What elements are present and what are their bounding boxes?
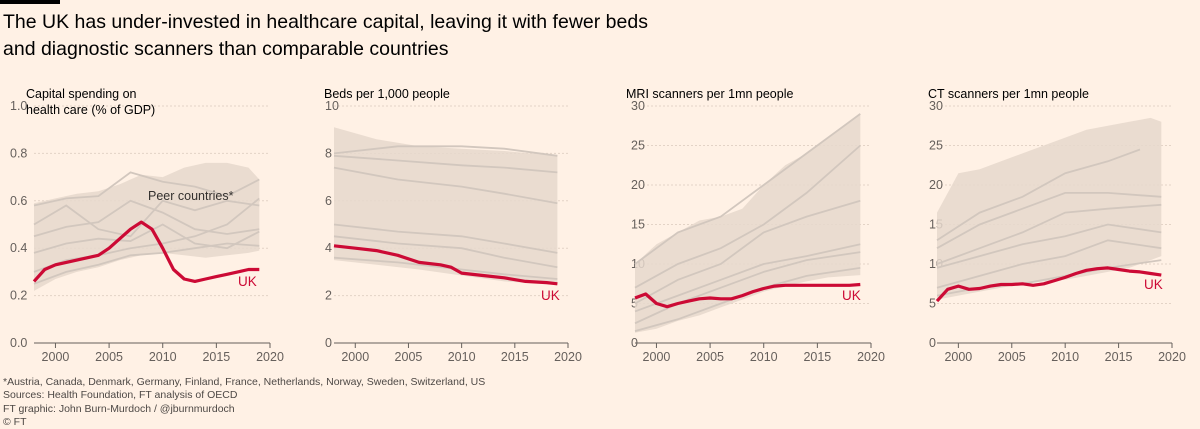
- credit: FT graphic: John Burn-Murdoch / @jburnmu…: [3, 402, 235, 415]
- panel-title: CT scanners per 1mn people: [928, 87, 1089, 101]
- y-tick-label: 0.4: [10, 241, 27, 255]
- x-tick-label: 2015: [1105, 350, 1133, 364]
- peer-country-line: [936, 203, 1162, 265]
- y-tick-label: 0: [929, 336, 936, 350]
- peer-country-line: [33, 242, 260, 285]
- y-tick-label: 0: [631, 336, 638, 350]
- panel-title: Beds per 1,000 people: [324, 87, 450, 101]
- y-tick-label: 15: [631, 218, 645, 232]
- peer-country-line: [33, 223, 260, 254]
- x-tick-label: 2000: [643, 350, 671, 364]
- x-tick-label: 2020: [256, 350, 284, 364]
- y-tick-label: 25: [929, 139, 943, 153]
- x-tick-label: 2005: [696, 350, 724, 364]
- peer-country-line: [333, 256, 558, 280]
- x-tick-label: 2020: [554, 350, 582, 364]
- headline: The UK has under-invested in healthcare …: [3, 9, 903, 63]
- panel-title: MRI scanners per 1mn people: [626, 87, 793, 101]
- x-tick-label: 2010: [149, 350, 177, 364]
- x-tick-label: 2015: [202, 350, 230, 364]
- x-tick-label: 2010: [448, 350, 476, 364]
- x-tick-label: 2000: [42, 350, 70, 364]
- peer-country-line: [634, 144, 861, 289]
- y-tick-label: 0.2: [10, 289, 27, 303]
- uk-series-label: UK: [238, 274, 257, 289]
- peer-country-line: [333, 145, 558, 157]
- peer-country-line: [634, 199, 861, 305]
- peer-country-line: [634, 243, 861, 313]
- ft-top-bar: [0, 0, 60, 4]
- peer-country-line: [333, 235, 558, 269]
- panel-title: Capital spending on: [26, 87, 137, 101]
- peer-country-line: [936, 148, 1141, 242]
- x-tick-label: 2010: [1051, 350, 1079, 364]
- y-tick-label: 1.0: [10, 99, 27, 113]
- y-tick-label: 0.6: [10, 194, 27, 208]
- headline-line-2: and diagnostic scanners than comparable …: [3, 38, 449, 60]
- peer-country-line: [936, 239, 1162, 289]
- peer-countries-label: Peer countries*: [148, 189, 234, 203]
- y-tick-label: 30: [929, 99, 943, 113]
- y-tick-label: 30: [631, 99, 645, 113]
- x-tick-label: 2020: [857, 350, 885, 364]
- uk-series-label: UK: [1144, 277, 1163, 292]
- chart-panel-3: 05101520253020002005201020152020UKMRI sc…: [626, 87, 885, 364]
- peer-range-band: [635, 113, 861, 333]
- footer: *Austria, Canada, Denmark, Germany, Finl…: [3, 376, 1103, 429]
- x-tick-label: 2020: [1158, 350, 1186, 364]
- uk-series-line: [333, 244, 558, 286]
- headline-line-1: The UK has under-invested in healthcare …: [3, 11, 648, 33]
- x-tick-label: 2005: [998, 350, 1026, 364]
- y-tick-label: 2: [325, 289, 332, 303]
- x-tick-label: 2010: [750, 350, 778, 364]
- x-tick-label: 2000: [944, 350, 972, 364]
- uk-series-label: UK: [842, 288, 861, 303]
- peer-country-line: [936, 223, 1162, 269]
- y-tick-label: 20: [929, 178, 943, 192]
- y-tick-label: 0.8: [10, 146, 27, 160]
- uk-series-line: [634, 282, 861, 309]
- sources: Sources: Health Foundation, FT analysis …: [3, 389, 238, 402]
- y-tick-label: 0.0: [10, 336, 27, 350]
- uk-series-label: UK: [541, 288, 560, 303]
- peer-country-line: [33, 171, 260, 207]
- x-tick-label: 2015: [803, 350, 831, 364]
- y-tick-label: 6: [325, 194, 332, 208]
- peer-country-line: [33, 199, 260, 238]
- y-tick-label: 25: [631, 139, 645, 153]
- y-tick-label: 4: [325, 241, 332, 255]
- y-tick-label: 10: [325, 99, 339, 113]
- x-tick-label: 2005: [395, 350, 423, 364]
- peer-country-line: [33, 197, 260, 273]
- y-tick-label: 5: [929, 297, 936, 311]
- y-tick-label: 5: [631, 297, 638, 311]
- x-tick-label: 2005: [95, 350, 123, 364]
- peer-range-band: [937, 117, 1162, 300]
- peer-country-line: [33, 199, 260, 238]
- y-tick-label: 0: [325, 336, 332, 350]
- peer-country-line: [634, 113, 861, 265]
- x-tick-label: 2015: [501, 350, 529, 364]
- peer-country-line: [936, 191, 1162, 249]
- footnote: *Austria, Canada, Denmark, Germany, Finl…: [3, 376, 486, 388]
- chart-panel-1: 0.0 0.2 0.4 0.6 0.8 1.0 2000 2005 2010 2015 2020 UK…: [10, 87, 284, 364]
- uk-series-line: [32, 220, 260, 283]
- y-tick-label: 8: [325, 146, 332, 160]
- y-tick-label: 20: [631, 178, 645, 192]
- x-tick-label: 2000: [341, 350, 369, 364]
- panel-title: health care (% of GDP): [26, 103, 155, 117]
- peer-country-line: [333, 154, 558, 174]
- peer-country-line: [333, 166, 558, 205]
- uk-series-line: [935, 266, 1162, 303]
- chart-panel-2: 0 2 4 6 8 10 2000 2005 2010 2015 2020 UK Beds per 1,…: [324, 87, 582, 364]
- peer-country-line: [333, 223, 558, 254]
- copyright: © FT: [3, 415, 27, 428]
